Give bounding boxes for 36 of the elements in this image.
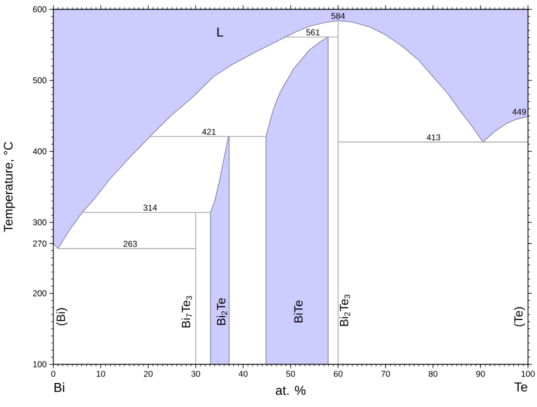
y-tick-label: 500 (32, 77, 46, 84)
text: Bi (54, 382, 64, 392)
annotation: BiTe (294, 300, 303, 322)
x-tick-label: 60 (334, 370, 342, 377)
annotation: 263 (124, 240, 137, 247)
x-tick-label: 100 (522, 370, 535, 377)
annotation: 449 (512, 108, 526, 115)
y-tick-label: 270 (33, 240, 46, 247)
x-tick-label: 40 (238, 370, 248, 377)
annotation: (Bi) (56, 308, 68, 326)
annotation: 314 (143, 204, 157, 211)
annotation: 561 (306, 29, 320, 36)
x-tick-label: 0 (51, 370, 56, 377)
x-tick-label: 30 (191, 370, 200, 377)
annotation: 421 (202, 128, 216, 135)
x-tick-label: 90 (476, 370, 485, 377)
x-tick-label: 10 (96, 370, 106, 377)
annotation: Bi$_{7}$Te$_{3}$ (181, 296, 192, 328)
y-axis-title: Temperature, °C (4, 142, 16, 232)
annotation: L (217, 28, 224, 36)
y-tick-label: 100 (33, 361, 46, 368)
annotation: (Te) (514, 307, 526, 326)
text: Te (514, 382, 528, 392)
x-tick-label: 80 (428, 370, 438, 377)
x-tick-label: 70 (381, 370, 390, 377)
y-tick-label: 300 (32, 219, 46, 226)
annotation: Bi$_{2}$Te$_{3}$ (340, 294, 350, 326)
annotation: 413 (426, 134, 440, 140)
y-tick-label: 600 (33, 6, 46, 12)
x-axis-title: at. % (276, 386, 306, 395)
y-tick-label: 400 (32, 148, 46, 154)
x-tick-label: 50 (286, 370, 296, 377)
y-tick-label: 200 (33, 290, 46, 296)
x-tick-label: 20 (144, 370, 153, 377)
annotation: 584 (331, 12, 345, 19)
annotation: Bi$_{2}$Te (216, 298, 228, 325)
